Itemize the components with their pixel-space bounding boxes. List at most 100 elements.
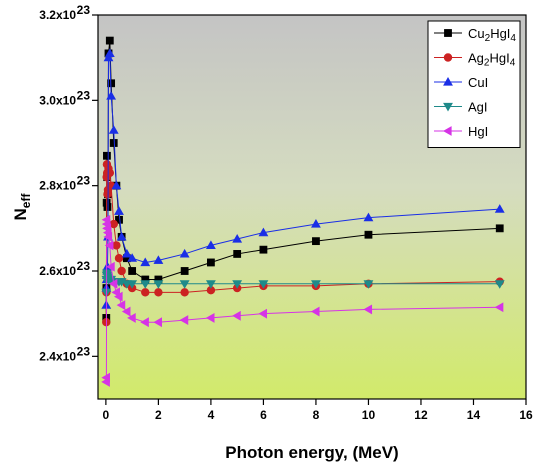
data-point (179, 280, 190, 289)
y-tick-exponent: 23 (77, 259, 91, 273)
data-point (153, 280, 164, 289)
y-axis-title-main: N (11, 208, 30, 220)
data-point (104, 240, 114, 251)
x-tick-label: 8 (313, 408, 320, 422)
data-point (127, 253, 138, 262)
data-point (311, 219, 321, 228)
data-point (232, 310, 241, 321)
data-point (179, 315, 189, 325)
y-tick-label: 3.2x10 (39, 8, 76, 22)
legend-label: Cu2HgI4 (468, 26, 516, 44)
series-agi (101, 269, 505, 298)
data-point (140, 280, 151, 289)
data-point (205, 313, 215, 323)
y-tick-label: 2.4x10 (39, 349, 76, 363)
data-point (114, 254, 124, 263)
x-tick-label: 12 (414, 408, 428, 422)
data-point (128, 267, 137, 275)
data-point (105, 36, 114, 45)
data-point (311, 280, 321, 289)
x-tick-label: 0 (103, 408, 110, 422)
x-tick-label: 6 (260, 408, 267, 422)
y-tick-exponent: 23 (77, 88, 91, 102)
data-point (105, 168, 115, 178)
y-axis: 2.4x10 232.6x10 232.8x10 233.0x10 233.2x10 23 (39, 3, 98, 363)
data-point (494, 204, 505, 213)
legend: Cu2HgI4 Ag2HgI4 CuI AgI HgI (427, 20, 521, 148)
data-point (153, 317, 162, 328)
data-point (207, 258, 215, 267)
data-point (101, 372, 111, 383)
y-axis-title-sub: eff (19, 193, 33, 209)
x-axis-title: Photon energy, (MeV) (225, 443, 398, 462)
y-tick-label: 2.6x10 (39, 264, 76, 278)
legend-item: CuI (434, 75, 488, 90)
data-point (179, 248, 190, 258)
data-point (114, 291, 123, 302)
data-point (111, 180, 122, 190)
x-axis: 0 2 4 6 8 10 12 14 16 (103, 399, 533, 422)
data-point (127, 280, 138, 289)
data-point (106, 91, 117, 100)
data-point (117, 266, 126, 276)
data-point (310, 306, 320, 317)
legend-item: AgI (434, 100, 488, 115)
legend-box (427, 20, 521, 148)
legend-item: Ag2HgI4 (434, 51, 516, 69)
x-tick-label: 16 (519, 408, 533, 422)
y-tick-exponent: 23 (77, 3, 91, 17)
x-tick-label: 14 (467, 408, 481, 422)
data-point (258, 280, 269, 289)
data-point (363, 280, 374, 289)
legend-marker (442, 126, 452, 136)
legend-item: Cu2HgI4 (434, 26, 516, 44)
data-point (108, 125, 119, 134)
data-point (114, 206, 124, 215)
data-point (233, 250, 242, 258)
y-axis-title: Neff (11, 193, 33, 221)
data-point (121, 248, 132, 258)
legend-label: HgI (468, 124, 488, 139)
data-point (103, 151, 111, 160)
data-point (205, 280, 216, 289)
plot-frame (97, 14, 527, 400)
data-point (127, 313, 136, 323)
data-point (258, 227, 269, 237)
y-tick-label: 3.0x10 (39, 93, 76, 107)
data-point (103, 52, 114, 62)
legend-label: AgI (468, 100, 488, 115)
data-point (494, 302, 504, 313)
data-point (205, 240, 216, 249)
data-point (494, 280, 505, 289)
data-point (104, 48, 115, 58)
data-point (259, 245, 268, 254)
data-point (312, 237, 320, 246)
data-point (495, 224, 504, 233)
data-point (103, 231, 113, 242)
y-tick-exponent: 23 (77, 174, 91, 188)
data-point (141, 288, 150, 297)
y-tick-label: 2.8x10 (39, 179, 76, 193)
legend-label: Ag2HgI4 (468, 51, 516, 69)
legend-marker (444, 29, 452, 37)
data-point (232, 233, 243, 243)
legend-marker (443, 76, 453, 86)
data-point (115, 215, 123, 224)
data-point (108, 278, 118, 289)
data-point (258, 308, 268, 319)
data-point (153, 255, 164, 264)
data-point (364, 230, 373, 239)
series-hgi (101, 214, 504, 387)
x-tick-label: 4 (208, 408, 215, 422)
x-tick-label: 10 (362, 408, 376, 422)
data-point (112, 241, 121, 250)
data-point (106, 261, 115, 272)
data-point (140, 257, 151, 267)
data-point (180, 288, 189, 297)
series-layer (101, 36, 505, 387)
y-tick-exponent: 23 (77, 344, 91, 358)
legend-marker (443, 53, 453, 62)
data-point (140, 317, 149, 328)
legend-label: CuI (468, 75, 488, 90)
